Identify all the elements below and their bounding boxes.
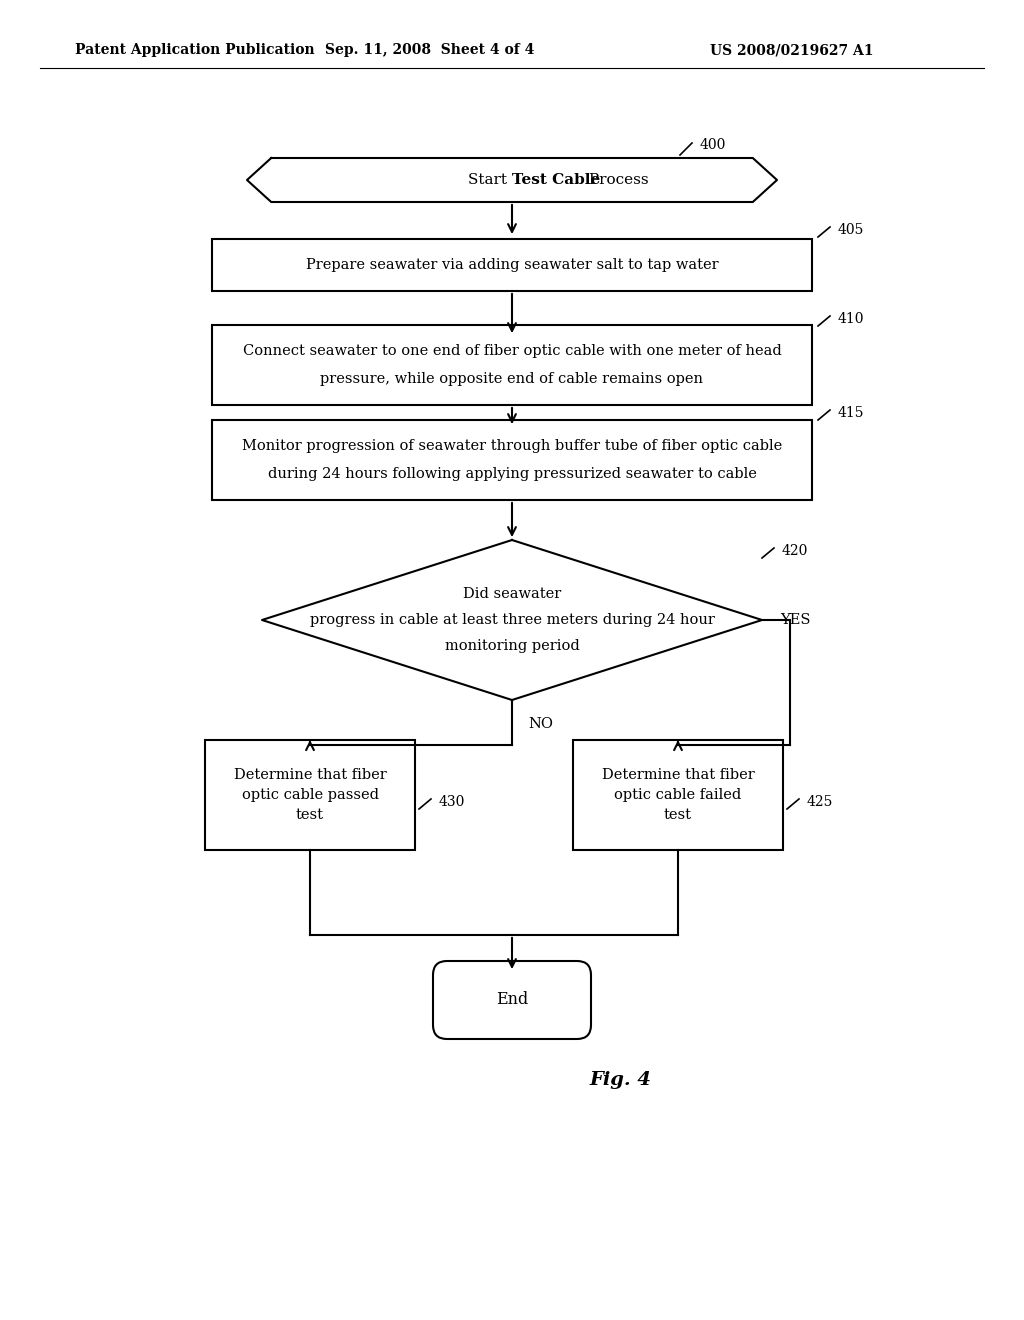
Text: Determine that fiber: Determine that fiber [602, 768, 755, 781]
Text: Determine that fiber: Determine that fiber [233, 768, 386, 781]
Text: optic cable passed: optic cable passed [242, 788, 379, 803]
Text: Sep. 11, 2008  Sheet 4 of 4: Sep. 11, 2008 Sheet 4 of 4 [326, 44, 535, 57]
Text: test: test [296, 808, 324, 822]
Text: optic cable failed: optic cable failed [614, 788, 741, 803]
Text: Test Cable: Test Cable [512, 173, 600, 187]
Text: Did seawater: Did seawater [463, 587, 561, 601]
Text: YES: YES [780, 612, 811, 627]
Bar [212, 325, 812, 405]
Text: Patent Application Publication: Patent Application Publication [75, 44, 314, 57]
Polygon shape [262, 540, 762, 700]
FancyBboxPatch shape [433, 961, 591, 1039]
Text: monitoring period: monitoring period [444, 639, 580, 653]
Bar [205, 741, 415, 850]
Text: test: test [664, 808, 692, 822]
Text: pressure, while opposite end of cable remains open: pressure, while opposite end of cable re… [321, 372, 703, 385]
Text: progress in cable at least three meters during 24 hour: progress in cable at least three meters … [309, 612, 715, 627]
Text: NO: NO [528, 717, 553, 731]
Text: Prepare seawater via adding seawater salt to tap water: Prepare seawater via adding seawater sal… [306, 257, 718, 272]
Text: End: End [496, 991, 528, 1008]
Text: US 2008/0219627 A1: US 2008/0219627 A1 [710, 44, 873, 57]
Text: 400: 400 [700, 139, 726, 152]
Text: 405: 405 [838, 223, 864, 238]
Text: Process: Process [584, 173, 648, 187]
Bar [573, 741, 783, 850]
Text: during 24 hours following applying pressurized seawater to cable: during 24 hours following applying press… [267, 467, 757, 480]
Text: 410: 410 [838, 312, 864, 326]
Text: 430: 430 [439, 795, 465, 809]
Text: 415: 415 [838, 407, 864, 420]
Bar [212, 239, 812, 290]
Text: Connect seawater to one end of fiber optic cable with one meter of head: Connect seawater to one end of fiber opt… [243, 345, 781, 358]
Text: 425: 425 [807, 795, 834, 809]
Text: 420: 420 [782, 544, 808, 558]
Text: Fig. 4: Fig. 4 [589, 1071, 651, 1089]
Text: Monitor progression of seawater through buffer tube of fiber optic cable: Monitor progression of seawater through … [242, 440, 782, 453]
Bar [212, 420, 812, 500]
Polygon shape [247, 158, 777, 202]
Text: Start: Start [468, 173, 512, 187]
